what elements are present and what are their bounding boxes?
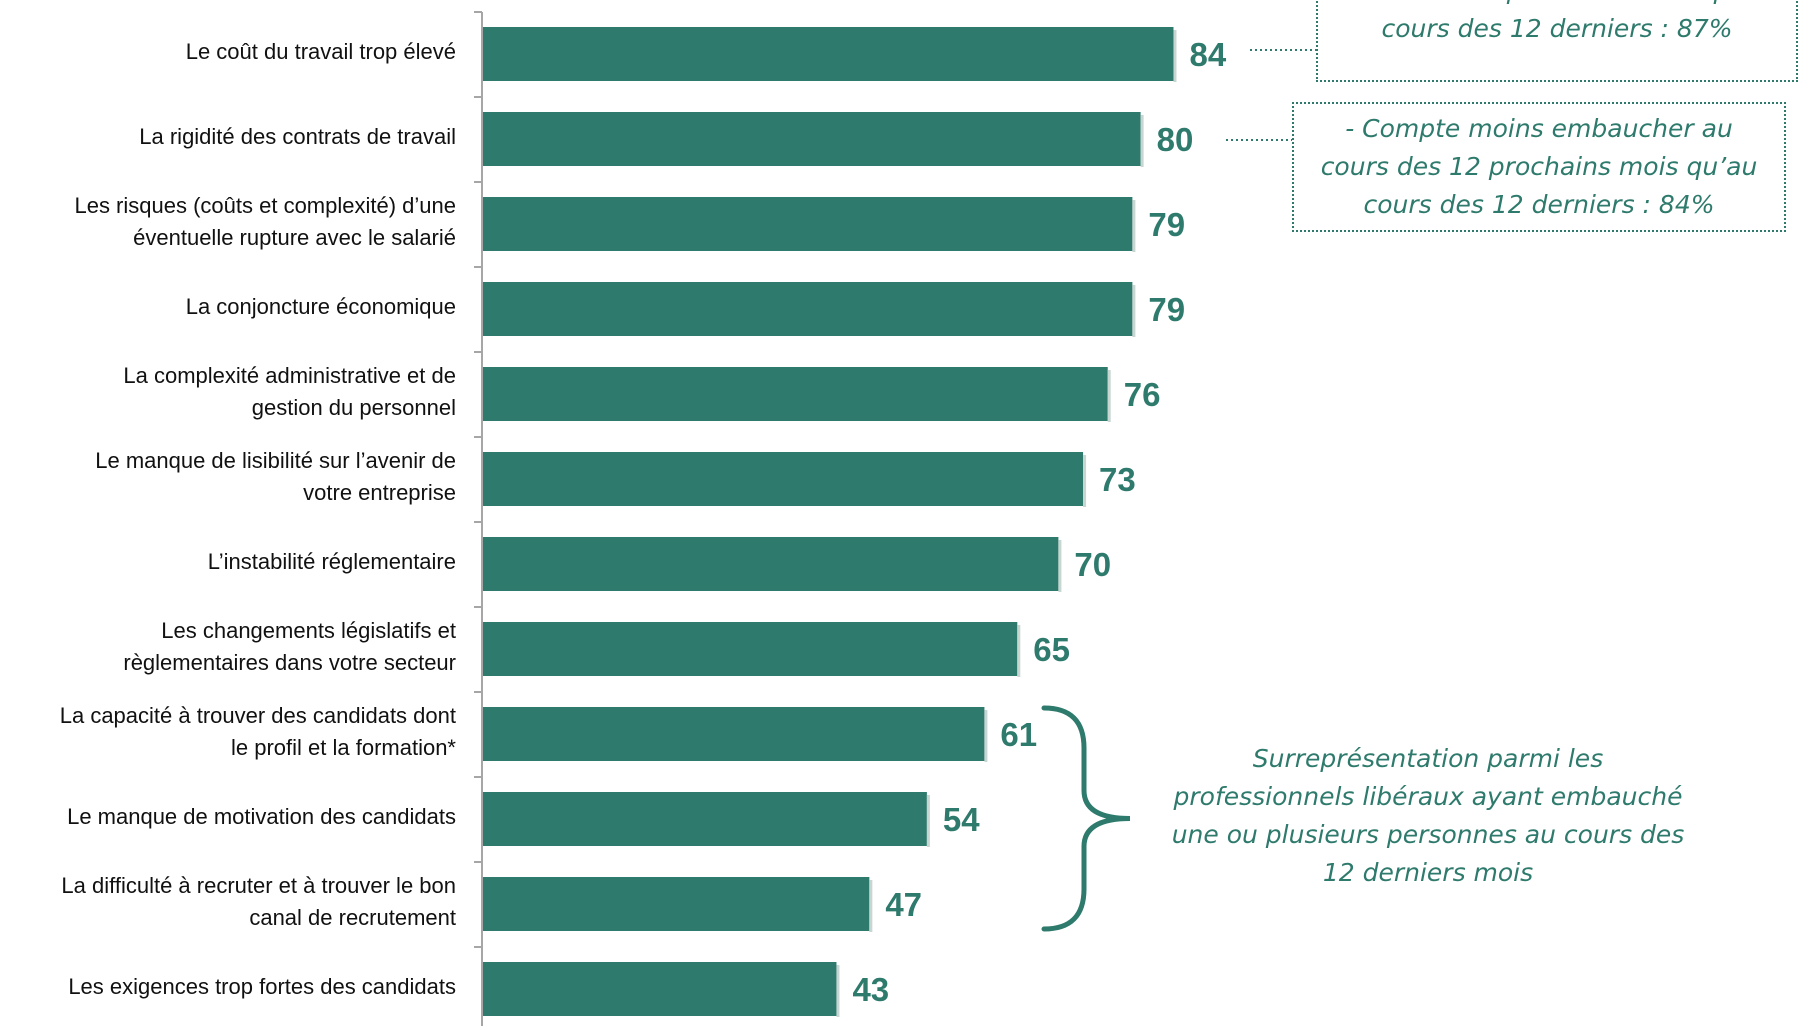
category-label-line: règlementaires dans votre secteur [123,650,456,675]
category-label-line: Le coût du travail trop élevé [185,39,456,64]
bar-shadow [1017,625,1021,677]
category-label-line: Le manque de lisibilité sur l’avenir de [95,448,456,473]
category-label: La conjoncture économique [0,291,456,323]
annotation-brace-text: Surreprésentation parmi les professionne… [1148,740,1708,892]
bar [483,282,1133,336]
annotation-line: professionnels libéraux ayant embauché [1173,782,1683,811]
category-label: Le manque de motivation des candidats [0,801,456,833]
category-label: La rigidité des contrats de travail [0,121,456,153]
bar-shadow [1140,115,1144,167]
value-label: 70 [1074,546,1111,583]
category-label: Les exigences trop fortes des candidats [0,971,456,1003]
annotation-line: - Compte moins embaucher au [1345,114,1733,143]
bar-shadow [869,880,873,932]
bar [483,452,1084,506]
bar [483,962,837,1016]
bar [483,367,1108,421]
category-label-line: L’instabilité réglementaire [207,549,456,574]
bar-shadow [1058,540,1062,592]
category-label-line: La rigidité des contrats de travail [139,124,456,149]
value-label: 61 [1000,716,1037,753]
bar-shadow [1132,285,1136,337]
category-label-line: canal de recrutement [249,905,456,930]
annotation-box-top: cours des 12 prochains mois qu’au cours … [1316,0,1798,82]
bar-shadow [1107,370,1111,422]
annotation-line: 12 derniers mois [1322,858,1534,887]
bar [483,112,1141,166]
category-label: Le coût du travail trop élevé [0,36,456,68]
annotation-line: Surreprésentation parmi les [1252,744,1604,773]
value-label: 84 [1189,36,1226,73]
category-label-line: éventuelle rupture avec le salarié [133,225,456,250]
bar [483,877,870,931]
bar-shadow [1083,455,1087,507]
value-label: 54 [943,801,980,838]
value-label: 43 [852,971,889,1008]
bar [483,707,985,761]
category-label: L’instabilité réglementaire [0,546,456,578]
annotation-line: cours des 12 prochains mois qu’au [1318,0,1796,10]
bar-shadow [926,795,930,847]
category-label-line: le profil et la formation* [231,735,456,760]
category-label-line: Les risques (coûts et complexité) d’une [74,193,456,218]
annotation-box-second: - Compte moins embaucher au cours des 12… [1292,102,1786,232]
category-label: Les changements législatifs et règlementa… [0,615,456,679]
category-label-line: Les changements législatifs et [161,618,456,643]
bar [483,792,927,846]
bar [483,622,1018,676]
value-label: 47 [885,886,922,923]
bar-shadow [1173,30,1177,82]
bar-shadow [984,710,988,762]
value-label: 79 [1148,291,1185,328]
bar [483,197,1133,251]
category-label: La difficulté à recruter et à trouver le… [0,870,456,934]
category-label: Le manque de lisibilité sur l’avenir de v… [0,445,456,509]
category-label-line: La complexité administrative et de [123,363,456,388]
curly-brace [1041,705,1131,932]
value-label: 65 [1033,631,1070,668]
category-label-line: Le manque de motivation des candidats [67,804,456,829]
category-label: Les risques (coûts et complexité) d’une é… [0,190,456,254]
value-label: 79 [1148,206,1185,243]
value-label: 76 [1124,376,1161,413]
annotation-line: une ou plusieurs personnes au cours des [1171,820,1685,849]
category-label-line: La difficulté à recruter et à trouver le… [61,873,456,898]
value-label: 73 [1099,461,1136,498]
annotation-line: cours des 12 derniers : 87% [1381,14,1733,43]
bar [483,537,1059,591]
bar-shadow [836,965,840,1017]
annotation-line: cours des 12 prochains mois qu’au [1320,152,1758,181]
category-label-line: La capacité à trouver des candidats dont [59,703,456,728]
category-label-line: gestion du personnel [251,395,456,420]
category-label: La complexité administrative et de gestio… [0,360,456,424]
category-label: La capacité à trouver des candidats dont… [0,700,456,764]
bar [483,27,1174,81]
value-label: 80 [1157,121,1194,158]
category-label-line: La conjoncture économique [185,294,456,319]
category-label-line: Les exigences trop fortes des candidats [68,974,456,999]
annotation-line: cours des 12 derniers : 84% [1363,190,1715,219]
category-label-line: votre entreprise [303,480,456,505]
bar-shadow [1132,200,1136,252]
